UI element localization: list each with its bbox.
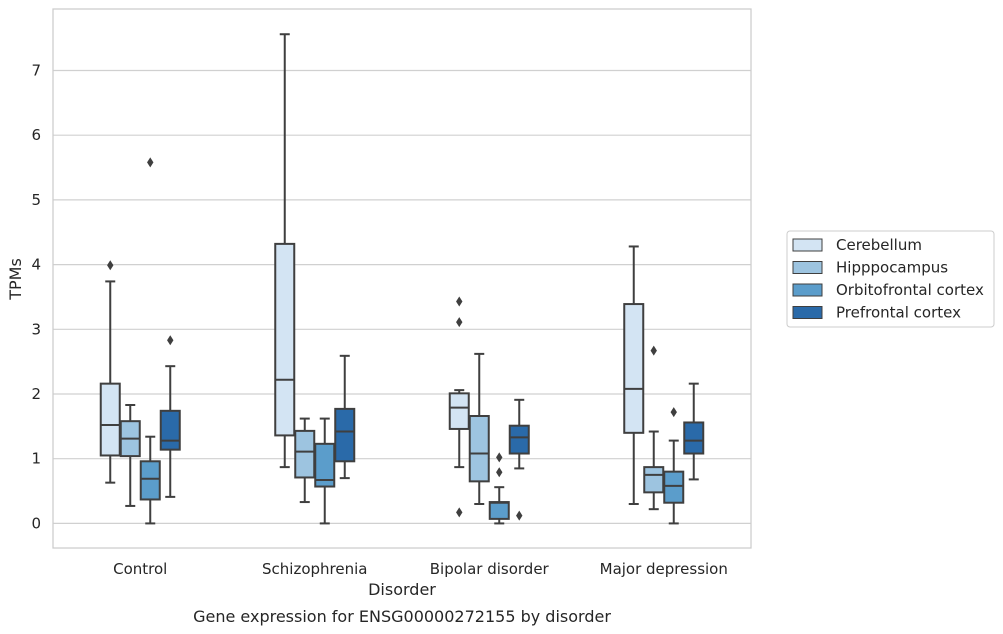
y-tick-labels: 0 1 2 3 4 5 6 7 — [31, 61, 41, 532]
outlier-point — [167, 335, 174, 346]
box-group — [468, 352, 490, 505]
plot-frame — [52, 8, 752, 549]
y-tick-label: 3 — [31, 320, 41, 338]
box-group — [643, 345, 665, 511]
outlier-point — [107, 260, 114, 271]
chart-caption: Gene expression for ENSG00000272155 by d… — [193, 607, 611, 626]
box-iqr — [159, 409, 181, 451]
legend-entries: Cerebellum Hipppocampus Orbitofrontal cort… — [792, 236, 984, 322]
outlier-point — [496, 467, 503, 478]
legend-swatch — [792, 306, 823, 319]
legend-label: Cerebellum — [836, 236, 922, 254]
outlier-point — [456, 507, 463, 518]
box-group — [119, 404, 141, 507]
box-iqr — [99, 382, 121, 457]
box-group — [488, 452, 510, 525]
y-tick-label: 7 — [31, 61, 41, 79]
box-iqr — [294, 429, 316, 479]
x-tick-label: Control — [113, 560, 167, 578]
outlier-point — [496, 452, 503, 463]
y-tick-label: 0 — [31, 514, 41, 532]
box-group — [508, 398, 530, 521]
outlier-point — [456, 317, 463, 328]
outlier-point — [147, 157, 154, 168]
y-tick-label: 5 — [31, 191, 41, 209]
legend-swatch — [792, 261, 823, 274]
legend-label: Hipppocampus — [836, 259, 948, 277]
legend-swatch — [792, 238, 823, 252]
box-iqr — [468, 415, 490, 483]
box-iqr — [334, 407, 356, 463]
box-group — [314, 417, 336, 525]
box-iqr — [663, 470, 685, 504]
box-iqr — [448, 392, 470, 430]
box-iqr — [488, 501, 510, 520]
box-group — [99, 260, 121, 484]
legend-label: Orbitofrontal cortex — [836, 281, 984, 299]
y-tick-label: 6 — [31, 126, 41, 144]
x-tick-labels: Control Schizophrenia Bipolar disorder Majo… — [113, 560, 728, 578]
box-elements — [99, 33, 705, 525]
legend-frame — [786, 230, 995, 328]
legend-label: Prefrontal cortex — [836, 304, 961, 322]
box-iqr — [643, 466, 665, 494]
x-axis-label: Disorder — [368, 580, 436, 599]
x-tick-label: Major depression — [600, 560, 728, 578]
outlier-point — [650, 345, 657, 356]
box-group — [663, 407, 685, 525]
outlier-point — [670, 407, 677, 418]
box-group — [448, 296, 470, 518]
outlier-point — [516, 510, 523, 521]
box-group — [683, 382, 705, 481]
y-tick-label: 2 — [31, 385, 41, 403]
x-tick-label: Bipolar disorder — [430, 560, 550, 578]
box-group — [334, 354, 356, 480]
box-group — [274, 33, 296, 469]
box-group — [139, 157, 161, 525]
y-tick-label: 4 — [31, 256, 41, 274]
box-group — [623, 245, 645, 505]
box-iqr — [274, 242, 296, 437]
box-group — [159, 335, 181, 498]
box-iqr — [314, 442, 336, 488]
outlier-point — [456, 296, 463, 307]
box-iqr — [508, 424, 530, 455]
x-tick-label: Schizophrenia — [262, 560, 367, 578]
box-iqr — [623, 303, 645, 434]
legend-swatch — [792, 283, 823, 297]
y-axis-label: TPMs — [6, 258, 25, 301]
y-tick-label: 1 — [31, 450, 41, 468]
legend: Cerebellum Hipppocampus Orbitofrontal cort… — [786, 230, 995, 328]
box-iqr — [139, 460, 161, 501]
box-iqr — [683, 421, 705, 455]
